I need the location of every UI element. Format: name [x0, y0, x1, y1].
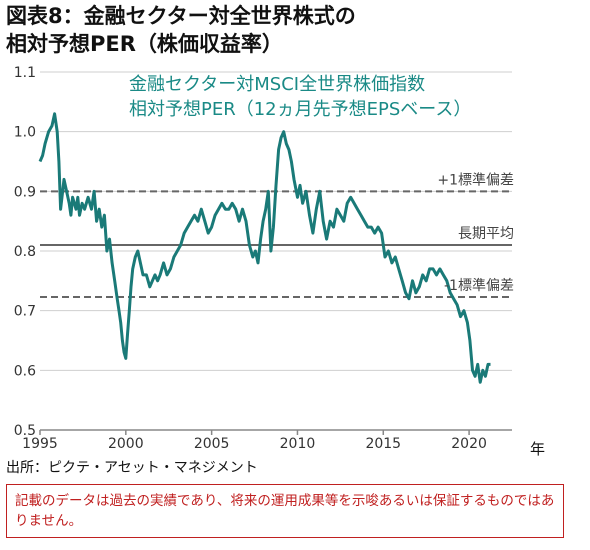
chart-labels: 0.5 0.6 0.7 0.8 0.9 1.0 1.1 1995 2000 2005 2010 201… — [14, 65, 545, 458]
y-tick-label: 0.6 — [14, 363, 36, 379]
source-note: 出所：ピクテ・アセット・マネジメント — [6, 460, 258, 476]
y-tick-label: 1.1 — [14, 65, 36, 81]
y-tick-label: 0.8 — [14, 244, 36, 260]
y-tick-label: 0.7 — [14, 304, 36, 320]
chart-subtitle: 相対予想PER（12ヵ月先予想EPSベース） — [129, 99, 471, 120]
axes — [39, 429, 512, 435]
x-tick-label: 2010 — [280, 436, 316, 452]
reference-line-label: -1標準偏差 — [444, 278, 514, 294]
x-tick-label: 2005 — [194, 436, 230, 452]
figure-title: 図表8：金融セクター対全世界株式の 相対予想PER（株価収益率） — [6, 2, 356, 58]
chart-title: 金融セクター対MSCI全世界株価指数 — [129, 74, 425, 95]
reference-line-label: +1標準偏差 — [437, 172, 514, 188]
x-tick-label: 2020 — [451, 436, 487, 452]
figure-title-line1: 図表8：金融セクター対全世界株式の — [6, 4, 356, 28]
x-tick-label: 1995 — [22, 436, 58, 452]
y-tick-label: 0.9 — [14, 184, 36, 200]
series-line — [38, 112, 491, 384]
x-tick-label: 2015 — [365, 436, 401, 452]
x-axis-label: 年 — [530, 440, 545, 458]
relative-per-line-chart: 0.5 0.6 0.7 0.8 0.9 1.0 1.1 1995 2000 2005 2010 201… — [14, 65, 545, 458]
figure-title-line2: 相対予想PER（株価収益率） — [6, 32, 283, 56]
y-tick-label: 1.0 — [14, 125, 36, 141]
disclaimer-box: 記載のデータは過去の実績であり、将来の運用成果等を示唆あるいは保証するものではあ… — [6, 484, 564, 538]
reference-line-label: 長期平均 — [458, 226, 514, 242]
x-tick-label: 2000 — [108, 436, 144, 452]
y-tick-label: 0.5 — [14, 423, 36, 439]
